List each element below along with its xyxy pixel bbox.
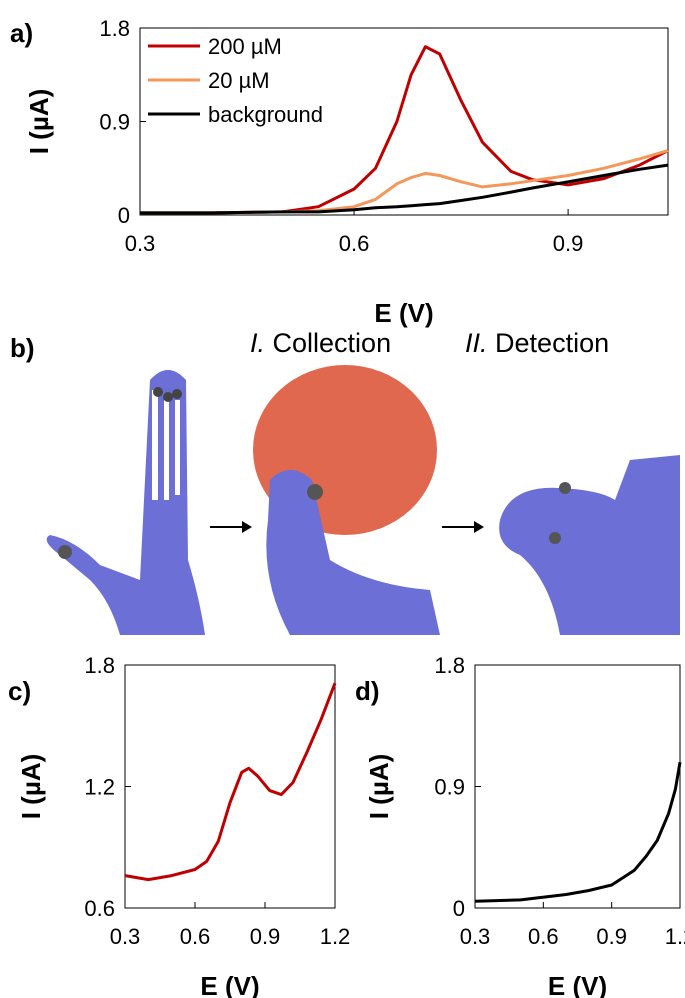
panel-label: b) xyxy=(10,333,35,363)
legend-label: 20 µM xyxy=(208,68,270,93)
step-caption: I. Collection xyxy=(250,328,391,358)
x-axis-title: E (V) xyxy=(200,971,259,998)
y-tick-label: 1.8 xyxy=(84,653,115,678)
x-axis-title: E (V) xyxy=(548,971,607,998)
y-tick-label: 0.9 xyxy=(99,110,130,135)
y-tick-label: 0 xyxy=(118,203,130,228)
x-tick-label: 0.9 xyxy=(250,924,281,949)
panel-label: c) xyxy=(8,676,31,706)
data-line xyxy=(474,761,682,903)
legend-label: 200 µM xyxy=(208,34,282,59)
plot-frame xyxy=(474,664,681,909)
y-tick-label: 1.8 xyxy=(99,16,130,41)
x-tick-label: 0.3 xyxy=(460,924,491,949)
x-tick-label: 1.2 xyxy=(665,924,685,949)
x-tick-label: 1.2 xyxy=(320,924,351,949)
x-tick-label: 0.6 xyxy=(339,231,370,256)
data-line xyxy=(124,682,337,882)
photo-glove xyxy=(499,455,680,635)
x-tick-label: 0.3 xyxy=(125,231,156,256)
x-tick-label: 0.6 xyxy=(180,924,211,949)
legend-label: background xyxy=(208,102,323,127)
arrow-head xyxy=(474,521,484,533)
y-axis-title: I (µA) xyxy=(364,754,394,820)
y-tick-label: 0 xyxy=(453,896,465,921)
panel-label: d) xyxy=(355,676,380,706)
x-tick-label: 0.9 xyxy=(553,231,584,256)
photo-tomato xyxy=(253,365,440,635)
data-line xyxy=(140,163,669,215)
y-tick-label: 0.6 xyxy=(84,896,115,921)
plot-frame xyxy=(124,664,336,909)
arrow-head xyxy=(242,521,252,533)
panel-label: a) xyxy=(10,18,33,48)
y-tick-label: 1.2 xyxy=(84,775,115,800)
x-axis-title: E (V) xyxy=(374,298,433,328)
x-tick-label: 0.9 xyxy=(596,924,627,949)
data-line xyxy=(140,45,669,215)
y-tick-label: 1.8 xyxy=(434,653,465,678)
photo-glove xyxy=(46,370,206,635)
y-axis-title: I (µA) xyxy=(24,89,54,155)
x-tick-label: 0.6 xyxy=(528,924,559,949)
y-axis-title: I (µA) xyxy=(16,754,46,820)
y-tick-label: 0.9 xyxy=(434,775,465,800)
x-tick-label: 0.3 xyxy=(110,924,141,949)
step-caption: II. Detection xyxy=(465,328,609,358)
